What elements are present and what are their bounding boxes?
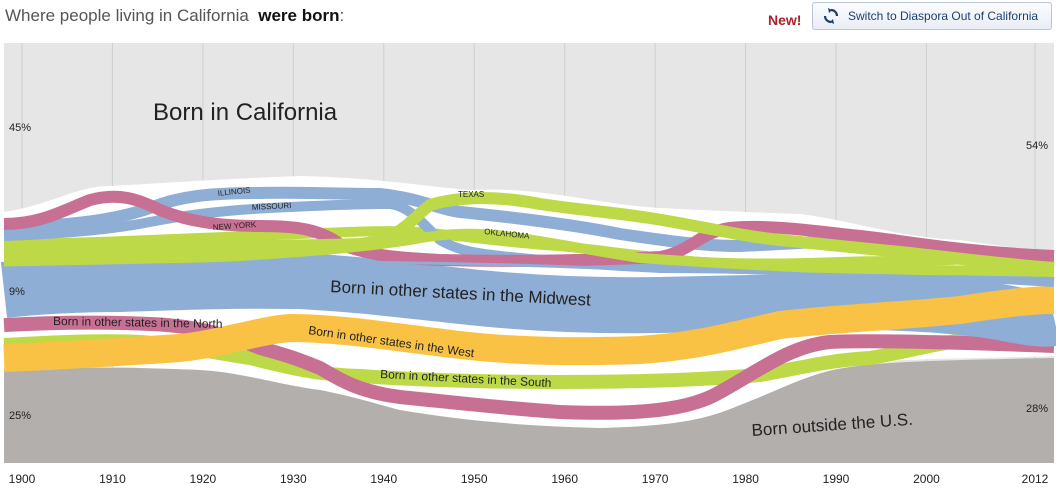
page-title: Where people living in California were b…: [5, 6, 344, 26]
stream-oklahoma: [3, 228, 1055, 277]
label-illinois: ILLINOIS: [217, 186, 251, 198]
right-axis-label-outside-us: 28%: [1026, 403, 1048, 415]
label-new-york: NEW YORK: [213, 220, 258, 232]
title-suffix: :: [339, 6, 345, 25]
left-axis-label-california: 45%: [9, 122, 31, 134]
band-outside-us: [4, 358, 1054, 463]
label-born-in-california: Born in California: [153, 99, 338, 126]
title-bold: were born: [258, 6, 340, 25]
stream-northeast-lower: [3, 315, 1055, 420]
label-missouri: MISSOURI: [252, 201, 292, 212]
x-tick-label: 1930: [280, 472, 307, 486]
x-tick-label: 1900: [9, 472, 36, 486]
x-tick-label: 1920: [190, 472, 217, 486]
x-tick-label: 1970: [642, 472, 669, 486]
refresh-icon: [823, 8, 839, 24]
stream-west-main: [3, 286, 1055, 372]
stream-newyork: [3, 190, 1055, 267]
x-axis: 1900 1910 1920 1930 1940 1950 1960 1970 1980 1990…: [9, 472, 1049, 486]
x-tick-label: 1960: [551, 472, 578, 486]
left-axis-label-midwest: 9%: [9, 286, 25, 298]
x-tick-label: 1910: [99, 472, 126, 486]
left-axis-label-outside-us: 25%: [9, 410, 31, 422]
x-tick-label: 1950: [461, 472, 488, 486]
x-tick-label: 2000: [913, 472, 940, 486]
x-tick-label: 1940: [370, 472, 397, 486]
right-axis-label-california: 54%: [1026, 140, 1048, 152]
stream-texas: [3, 192, 1055, 274]
label-texas: TEXAS: [458, 190, 484, 199]
label-born-north: Born in other states in the North: [53, 314, 223, 331]
header: Where people living in California were b…: [0, 0, 1056, 40]
title-prefix: Where people living in California: [5, 6, 249, 25]
switch-diaspora-button[interactable]: Switch to Diaspora Out of California: [812, 2, 1052, 30]
x-tick-label: 1990: [823, 472, 850, 486]
x-tick-label: 1980: [732, 472, 759, 486]
switch-button-label: Switch to Diaspora Out of California: [848, 9, 1039, 23]
x-tick-label: 2012: [1022, 472, 1049, 486]
stream-thin-line: [3, 260, 1055, 286]
new-badge: New!: [768, 12, 802, 28]
